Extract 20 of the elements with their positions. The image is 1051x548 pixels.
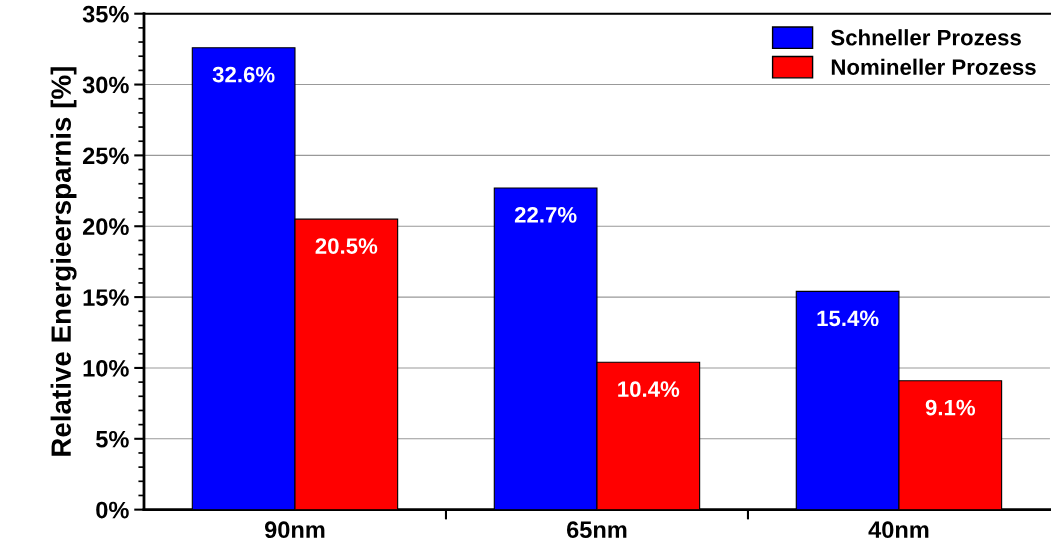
x-tick-label: 90nm: [264, 521, 325, 539]
data-label: 15.4%: [817, 310, 879, 327]
legend-label: Schneller Prozess: [831, 29, 1021, 46]
y-tick-label: 0%: [96, 501, 129, 519]
legend-label: Nomineller Prozess: [831, 58, 1036, 75]
x-tick-label: 65nm: [566, 521, 627, 539]
x-tick-label: 40nm: [868, 521, 929, 539]
y-tick-label: 35%: [82, 5, 129, 23]
data-label: 10.4%: [618, 381, 680, 398]
y-tick-label: 30%: [82, 76, 129, 94]
data-label: 20.5%: [315, 238, 378, 254]
y-tick-label: 15%: [83, 289, 129, 306]
data-label: 9.1%: [925, 399, 976, 416]
data-label: 32.6%: [212, 66, 275, 83]
y-tick-label: 20%: [82, 218, 129, 236]
y-tick-label: 10%: [83, 360, 129, 377]
y-tick-label: 25%: [82, 147, 129, 165]
data-label: 22.7%: [514, 206, 577, 223]
y-tick-label: 5%: [96, 430, 129, 448]
y-axis-title: Relative Energieersparnis [%]: [50, 67, 77, 456]
